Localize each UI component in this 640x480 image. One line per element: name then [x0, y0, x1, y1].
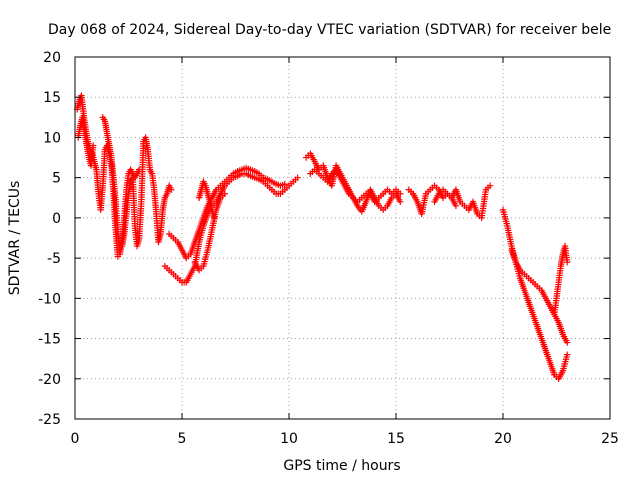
data-point: [486, 182, 494, 189]
data-point: [397, 198, 404, 205]
y-tick-label: 15: [43, 90, 61, 106]
data-point: [564, 339, 571, 346]
series-bele-b: [75, 114, 97, 169]
x-tick-label: 5: [178, 431, 187, 447]
grid-lines: [75, 57, 610, 419]
series-bele-i: [302, 150, 404, 215]
data-point: [89, 142, 97, 149]
x-tick-label: 20: [494, 431, 512, 447]
chart-title: Day 068 of 2024, Sidereal Day-to-day VTE…: [48, 22, 611, 38]
data-point: [294, 174, 301, 181]
series-bele-e: [161, 170, 301, 286]
x-tick-label: 10: [280, 431, 298, 447]
y-tick-label: 5: [52, 171, 61, 187]
data-point: [281, 180, 288, 188]
axis-ticks: [74, 56, 611, 420]
x-tick-label: 0: [71, 431, 80, 447]
data-point: [210, 214, 218, 222]
y-tick-label: -5: [47, 251, 61, 267]
series-bele-c: [99, 114, 143, 258]
y-tick-labels: -25 -20 -15 -10 -5 0 5 10 15 20: [38, 50, 61, 428]
y-tick-label: -15: [38, 332, 61, 348]
y-tick-label: 20: [43, 50, 61, 66]
data-point: [221, 190, 228, 197]
data-point: [564, 258, 571, 266]
x-axis-label: GPS time / hours: [283, 458, 400, 474]
series-bele-j: [307, 166, 404, 205]
y-axis-label: SDTVAR / TECUs: [7, 181, 23, 296]
series-bele-h: [195, 178, 218, 222]
x-tick-labels: 0 5 10 15 20 25: [71, 431, 619, 447]
series-bele-l: [431, 186, 460, 210]
series-bele-d: [118, 134, 175, 250]
y-tick-label: -25: [38, 412, 61, 428]
data-point: [564, 351, 571, 358]
y-tick-label: 10: [43, 130, 61, 146]
plot-frame: [74, 56, 611, 420]
series-bele-k: [405, 182, 494, 222]
data-point: [168, 186, 175, 193]
series-bele-f: [165, 164, 288, 262]
x-tick-label: 25: [601, 431, 619, 447]
data-point: [452, 202, 460, 210]
y-tick-label: -20: [38, 372, 61, 388]
data-points: [73, 92, 571, 382]
y-tick-label: -10: [38, 291, 61, 307]
x-tick-label: 15: [387, 431, 405, 447]
data-point: [397, 190, 404, 197]
series-bele-o: [551, 242, 571, 318]
y-tick-label: 0: [52, 211, 61, 227]
